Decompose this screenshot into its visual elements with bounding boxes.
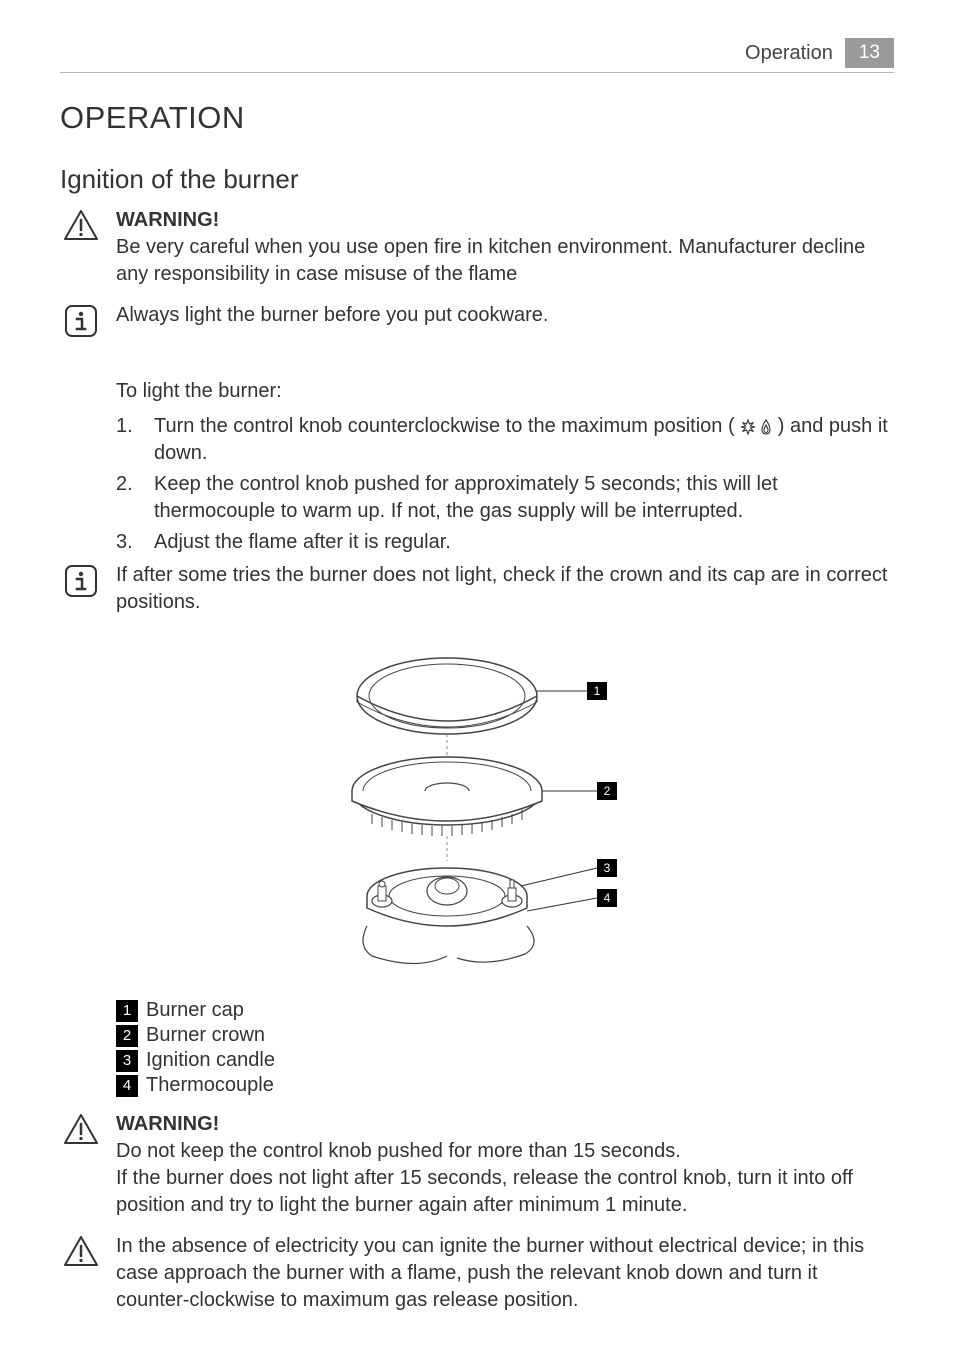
warning1-text: Be very careful when you use open fire i…	[116, 236, 865, 285]
warning1-label: WARNING!	[116, 209, 219, 231]
legend-item: 3 Ignition candle	[116, 1049, 894, 1072]
caution1-text: In the absence of electricity you can ig…	[116, 1235, 864, 1311]
section-subtitle: Ignition of the burner	[60, 164, 894, 195]
caution-icon	[60, 1233, 102, 1267]
page-number: 13	[845, 38, 894, 68]
warning2-label: WARNING!	[116, 1113, 219, 1135]
svg-text:2: 2	[604, 784, 611, 798]
steps-intro: To light the burner:	[116, 378, 894, 405]
info-icon	[60, 302, 102, 338]
svg-text:4: 4	[604, 891, 611, 905]
svg-text:1: 1	[594, 684, 601, 698]
flame-icon	[760, 419, 772, 435]
info2-text: If after some tries the burner does not …	[116, 564, 887, 613]
header-section: Operation	[745, 42, 833, 65]
steps-list: Turn the control knob counterclockwise t…	[116, 413, 894, 556]
info-icon	[60, 562, 102, 598]
page-title: OPERATION	[60, 100, 894, 136]
header-rule	[60, 72, 894, 73]
info1-text: Always light the burner before you put c…	[116, 304, 548, 326]
warning2-line1: Do not keep the control knob pushed for …	[116, 1140, 681, 1162]
legend-item: 4 Thermocouple	[116, 1074, 894, 1097]
burner-diagram: 1 2 3 4	[60, 636, 894, 981]
svg-text:3: 3	[604, 861, 611, 875]
step-1: Turn the control knob counterclockwise t…	[116, 413, 894, 467]
warning2-line2: If the burner does not light after 15 se…	[116, 1167, 853, 1216]
step-3: Adjust the flame after it is regular.	[116, 529, 894, 556]
warning-icon	[60, 207, 102, 241]
step-2: Keep the control knob pushed for approxi…	[116, 471, 894, 525]
diagram-legend: 1 Burner cap 2 Burner crown 3 Ignition c…	[116, 999, 894, 1097]
warning-icon	[60, 1111, 102, 1145]
spark-icon	[740, 419, 756, 435]
legend-item: 2 Burner crown	[116, 1024, 894, 1047]
legend-item: 1 Burner cap	[116, 999, 894, 1022]
